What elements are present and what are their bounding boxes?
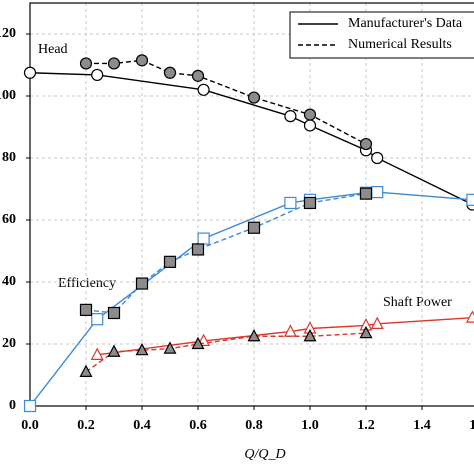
marker [303, 196, 317, 210]
marker [247, 328, 261, 342]
marker [247, 91, 261, 104]
annotation: Shaft Power [383, 295, 452, 310]
x-tick-label: 1.6 [469, 418, 474, 433]
marker [303, 108, 317, 121]
marker [371, 186, 384, 199]
y-tick-label: 0 [9, 398, 16, 413]
y-tick-label: 40 [2, 274, 16, 289]
marker [23, 399, 37, 413]
marker [247, 221, 261, 234]
marker [107, 57, 121, 70]
marker [465, 310, 474, 323]
marker [197, 232, 210, 245]
x-tick-label: 0.2 [77, 418, 95, 433]
line [85, 332, 367, 373]
marker [91, 313, 104, 326]
x-tick-label: 1.2 [357, 418, 375, 433]
marker [197, 83, 210, 96]
marker [191, 69, 205, 82]
marker [91, 68, 104, 82]
marker [466, 193, 474, 206]
marker [107, 306, 121, 320]
marker [303, 119, 317, 132]
y-tick-label: 20 [2, 336, 16, 351]
marker [191, 243, 205, 256]
marker [90, 347, 104, 360]
x-tick-label: 1.0 [301, 418, 319, 433]
y-tick-label: 60 [2, 212, 16, 227]
x-tick-label: 0.0 [21, 418, 39, 433]
x-tick-label: 0.6 [189, 418, 207, 433]
x-tick-label: 0.8 [245, 418, 263, 433]
y-tick-label: 100 [0, 88, 16, 103]
legend-label: Numerical Results [348, 37, 452, 52]
marker [163, 255, 177, 268]
marker [163, 66, 177, 79]
marker [163, 341, 177, 354]
marker [303, 328, 317, 342]
x-tick-label: 0.4 [133, 418, 151, 433]
legend-label: Manufacturer's Data [348, 16, 463, 31]
y-tick-label: 120 [0, 26, 16, 41]
marker [359, 187, 373, 200]
marker [370, 316, 384, 329]
marker [284, 110, 297, 123]
x-tick-label: 1.4 [413, 418, 431, 433]
marker [135, 54, 149, 67]
annotation: Head [38, 42, 68, 57]
marker [135, 277, 149, 290]
marker [371, 151, 384, 165]
marker [359, 325, 373, 339]
marker [191, 336, 205, 350]
legend-box [289, 11, 474, 59]
y-tick-label: 80 [2, 150, 16, 165]
marker [23, 66, 37, 79]
marker [359, 137, 373, 151]
annotation: Efficiency [58, 276, 116, 291]
marker [79, 303, 93, 316]
x-axis-label: Q/Q_D [244, 447, 285, 462]
marker [79, 364, 93, 377]
marker [135, 342, 149, 356]
marker [79, 57, 93, 70]
plot-frame [29, 2, 474, 407]
marker [284, 196, 297, 210]
marker [107, 344, 121, 357]
